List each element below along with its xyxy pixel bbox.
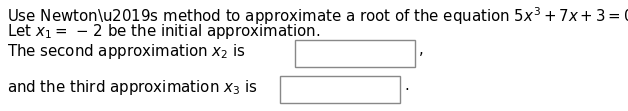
Text: and the third approximation $x_3$ is: and the third approximation $x_3$ is bbox=[7, 78, 257, 97]
Text: .: . bbox=[404, 78, 409, 93]
Text: Let $x_1 =\,-\,2$ be the initial approximation.: Let $x_1 =\,-\,2$ be the initial approxi… bbox=[7, 22, 320, 41]
Text: Use Newton\u2019s method to approximate a root of the equation $5x^3 + 7x + 3 = : Use Newton\u2019s method to approximate … bbox=[7, 5, 628, 27]
Text: ,: , bbox=[419, 42, 424, 57]
Text: The second approximation $x_2$ is: The second approximation $x_2$ is bbox=[7, 42, 246, 61]
FancyBboxPatch shape bbox=[280, 76, 400, 103]
FancyBboxPatch shape bbox=[295, 40, 415, 67]
